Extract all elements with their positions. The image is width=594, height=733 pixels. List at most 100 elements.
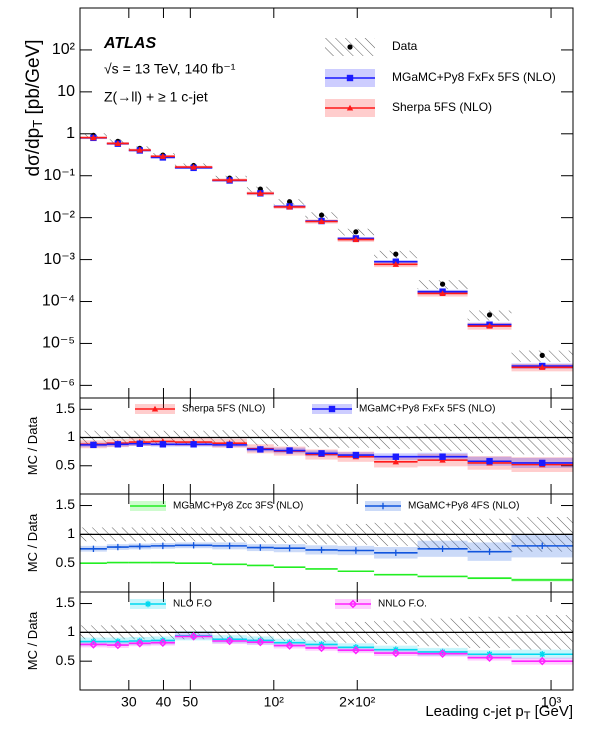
legend-label: Sherpa 5FS (NLO) <box>182 404 265 415</box>
marker <box>189 632 198 641</box>
y-tick-label: 10⁻⁵ <box>42 335 75 352</box>
x-tick-label: 40 <box>156 694 172 710</box>
marker <box>352 547 360 554</box>
y-tick-label: 0.5 <box>56 652 76 668</box>
y-tick-label: 1.5 <box>56 400 76 416</box>
marker <box>136 543 143 550</box>
marker <box>318 218 325 225</box>
marker <box>352 236 360 243</box>
marker <box>285 641 294 650</box>
legend-label: Data <box>392 39 418 53</box>
marker <box>318 212 325 218</box>
y-tick-label: 1.5 <box>56 594 76 610</box>
x-tick-label: 50 <box>183 694 199 710</box>
plot-frame <box>79 591 574 691</box>
legend-label: MGaMC+Py8 FxFx 5FS (NLO) <box>359 404 495 415</box>
y-axis-label: MC / Data <box>25 611 40 670</box>
marker <box>352 451 360 459</box>
marker <box>286 199 293 205</box>
marker <box>438 649 447 658</box>
x-axis-label-part: T <box>524 710 531 722</box>
marker <box>90 134 97 141</box>
marker <box>136 146 143 153</box>
marker <box>114 441 122 448</box>
marker <box>439 290 446 296</box>
legend-label: MGaMC+Py8 4FS (NLO) <box>408 501 519 512</box>
marker <box>89 640 98 649</box>
marker <box>90 545 97 552</box>
marker <box>190 163 197 170</box>
marker <box>486 458 493 465</box>
y-tick-label: 10⁻⁶ <box>42 377 75 394</box>
x-axis-label-part: [GeV] <box>530 703 573 720</box>
y-tick-label: 10⁻² <box>43 209 75 226</box>
marker <box>256 637 265 647</box>
marker <box>225 636 234 646</box>
marker <box>159 441 167 448</box>
y-tick-label: 0.5 <box>56 456 76 472</box>
marker <box>392 549 400 556</box>
legend-marker <box>346 104 354 111</box>
marker <box>286 544 293 552</box>
marker <box>226 636 233 643</box>
marker <box>114 140 122 146</box>
legend-label: Sherpa 5FS (NLO) <box>392 100 492 114</box>
y-tick-label: 1 <box>67 428 75 444</box>
y-tick-label: 10⁻³ <box>43 251 75 268</box>
marker <box>486 322 493 329</box>
marker <box>159 542 167 550</box>
marker <box>537 656 547 666</box>
legend-marker <box>379 502 387 510</box>
legend-label: NNLO F.O. <box>378 599 427 610</box>
y-tick-label: 10⁻⁴ <box>42 293 75 310</box>
y-tick-label: 1 <box>66 125 75 142</box>
marker <box>257 446 264 453</box>
x-axis-label: Leading c-jet pT [GeV] <box>425 703 573 722</box>
x-axis-label-part: Leading c-jet p <box>425 703 523 720</box>
legend-marker <box>328 405 336 413</box>
marker <box>257 190 264 196</box>
y-axis-label: dσ/dpT [pb/GeV] <box>23 40 45 177</box>
marker <box>439 453 446 460</box>
marker <box>485 653 494 662</box>
legend-label: MGaMC+Py8 FxFx 5FS (NLO) <box>392 70 556 84</box>
y-tick-label: 1 <box>67 525 75 541</box>
legend-marker <box>144 600 152 608</box>
marker <box>539 352 545 358</box>
legend-marker <box>151 405 159 412</box>
y-axis-label: MC / Data <box>25 416 40 475</box>
marker <box>392 458 400 465</box>
marker <box>486 548 493 555</box>
marker <box>136 440 143 447</box>
marker <box>393 251 399 257</box>
marker <box>318 450 325 457</box>
y-axis-label-part: [pb/GeV] <box>23 40 44 120</box>
marker <box>439 545 446 552</box>
annotation: ATLAS <box>103 35 156 52</box>
marker <box>190 542 197 549</box>
legend-label: NLO F.O <box>173 599 212 610</box>
marker <box>158 638 168 647</box>
marker <box>257 637 264 644</box>
marker <box>392 261 400 267</box>
marker <box>486 312 493 318</box>
legend-label: MGaMC+Py8 Zcc 3FS (NLO) <box>173 501 303 512</box>
marker <box>113 640 123 650</box>
marker <box>159 153 167 159</box>
x-tick-label: 30 <box>121 694 137 710</box>
x-tick-label: 10² <box>264 694 285 710</box>
y-axis-label-part: T <box>30 120 45 128</box>
marker <box>286 447 293 454</box>
y-axis-label-part: MC / Data <box>25 416 40 475</box>
legend-marker <box>347 44 353 50</box>
y-tick-label: 0.5 <box>56 554 76 570</box>
marker <box>317 643 326 653</box>
y-tick-label: 10² <box>52 41 76 58</box>
marker <box>318 546 325 554</box>
marker <box>391 648 401 658</box>
marker <box>286 203 293 210</box>
x-tick-label: 10³ <box>541 694 562 710</box>
y-axis-label-part: dσ/dp <box>23 128 44 177</box>
marker <box>351 645 361 655</box>
